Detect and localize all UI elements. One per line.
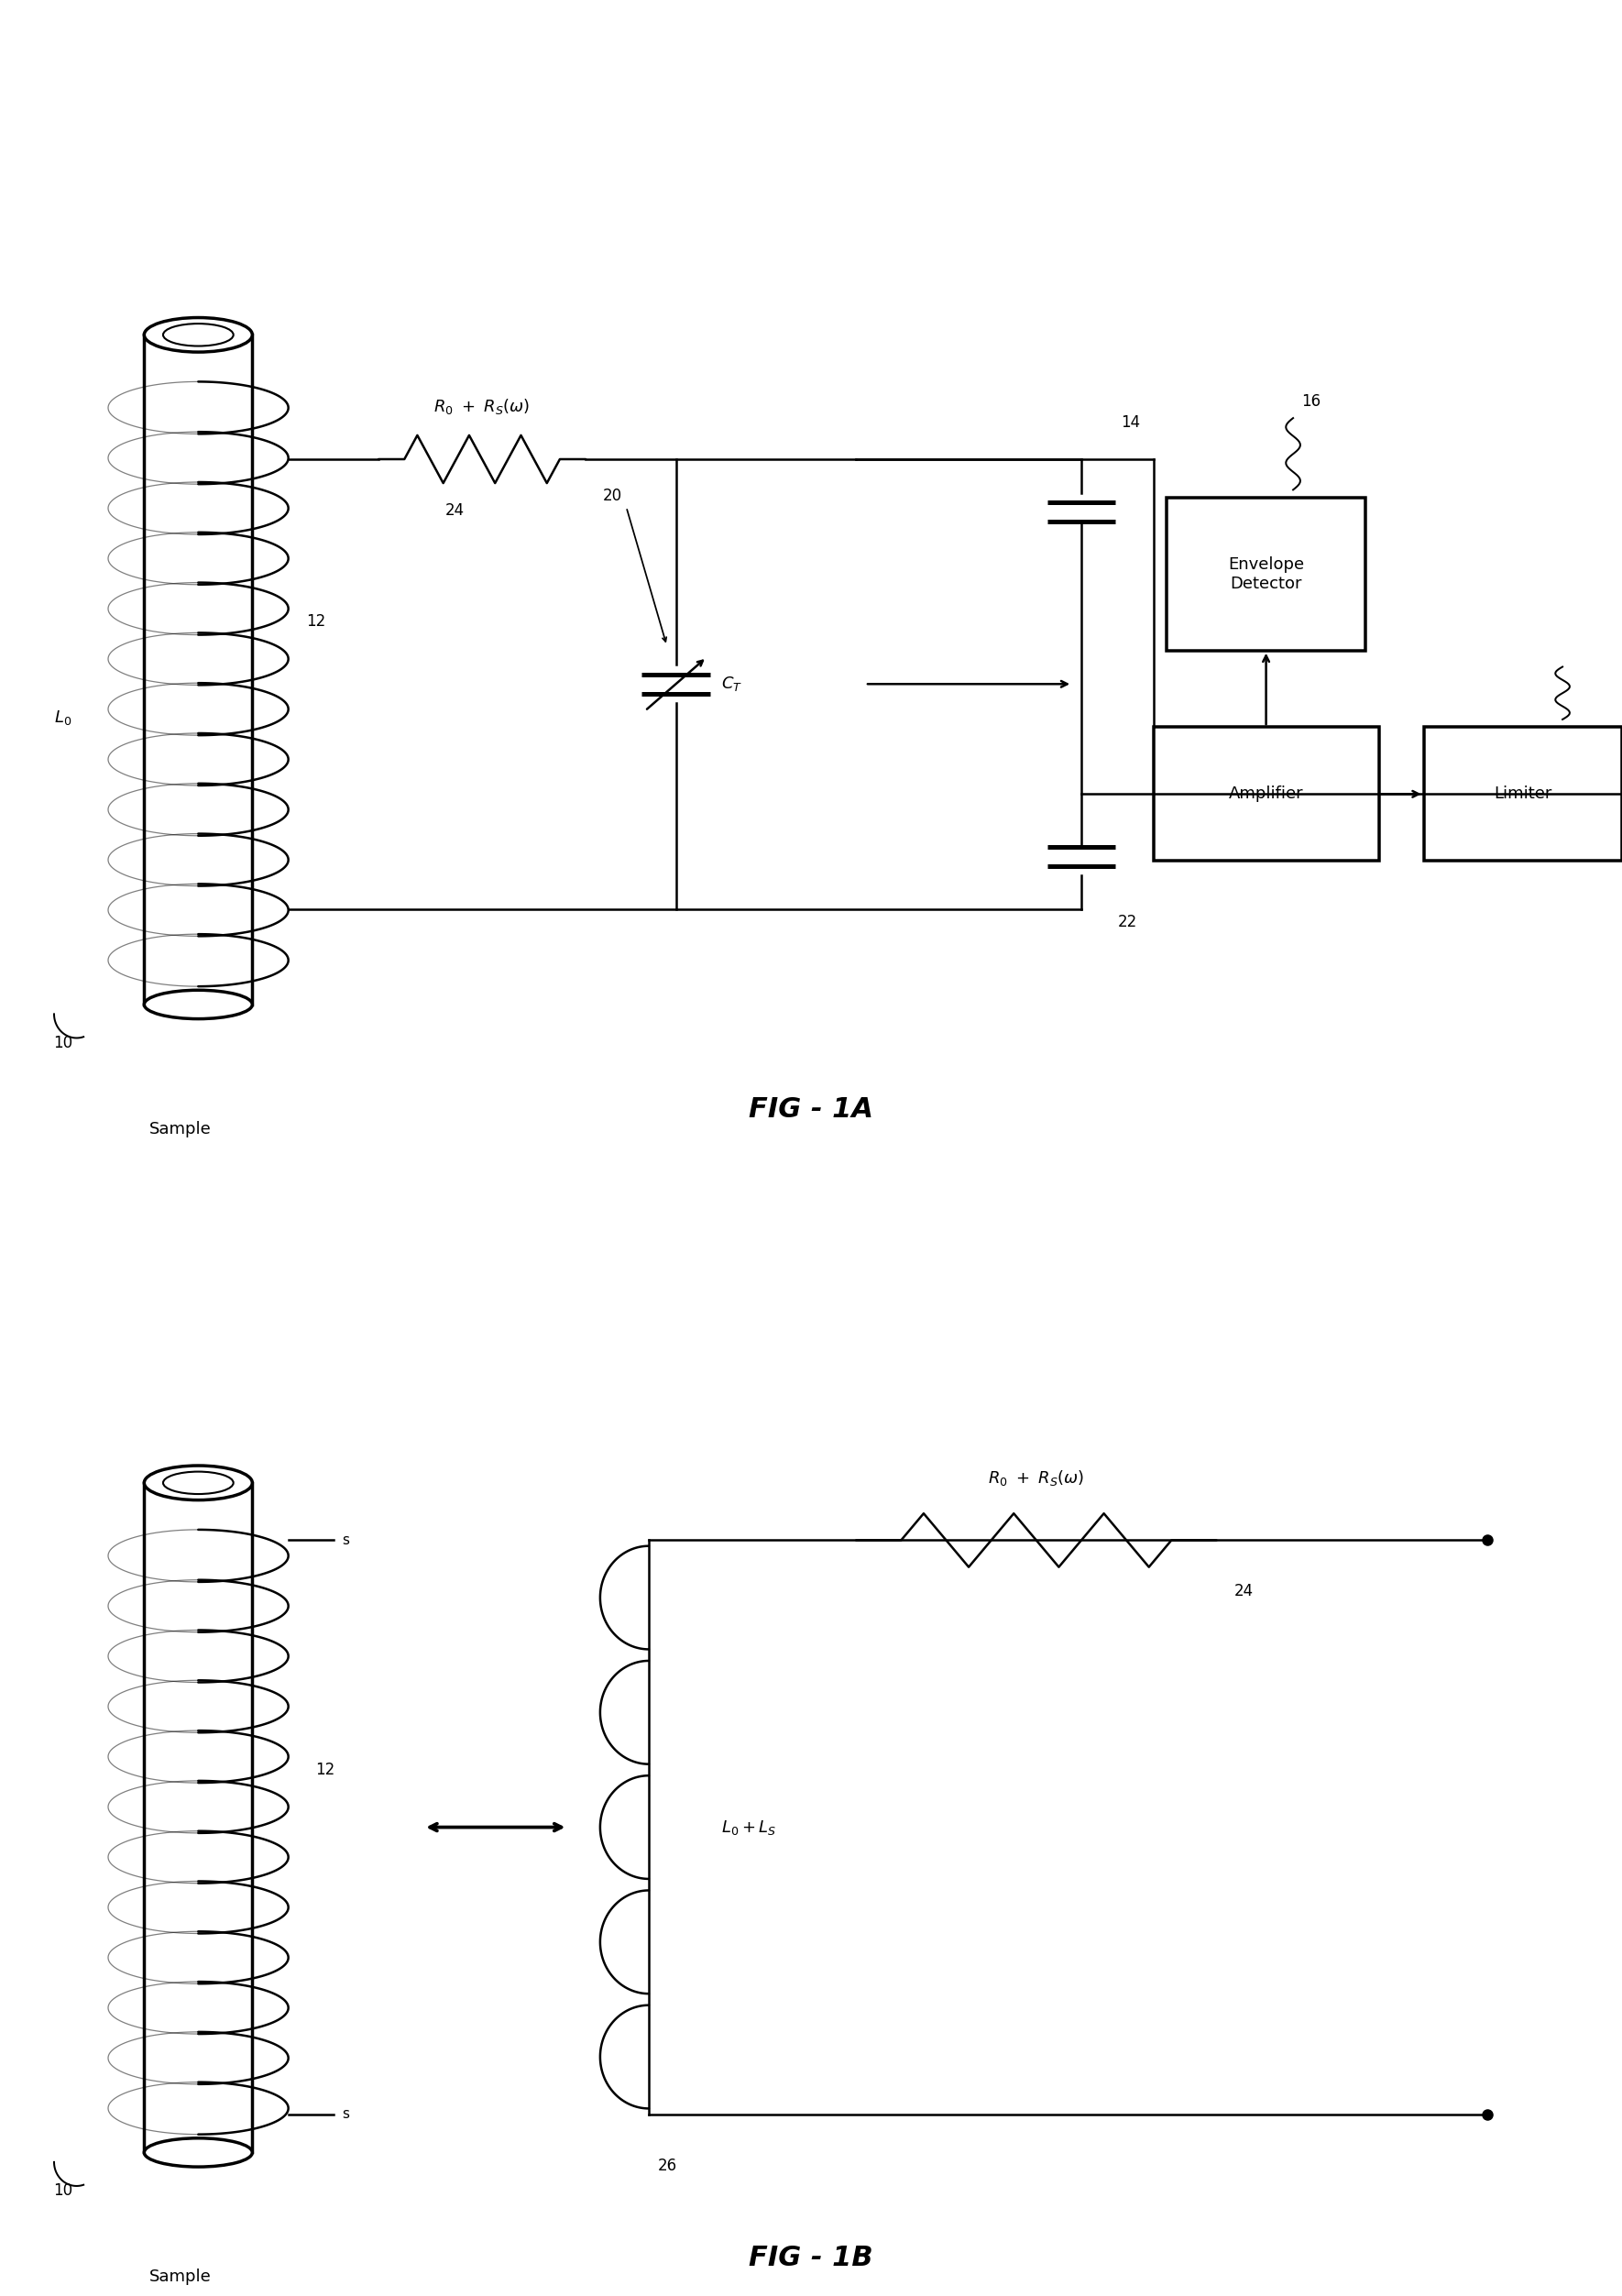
Text: 20: 20 [603,489,623,505]
Ellipse shape [144,2138,253,2167]
Ellipse shape [144,317,253,351]
Text: 14: 14 [1121,413,1140,432]
Text: 10: 10 [54,2183,73,2200]
Text: $L_0 + L_S$: $L_0 + L_S$ [720,1818,775,1837]
Text: FIG - 1A: FIG - 1A [749,1097,873,1123]
Text: 24: 24 [1234,1584,1254,1600]
Text: $R_0\ +\ R_S(\omega)$: $R_0\ +\ R_S(\omega)$ [988,1469,1085,1488]
Bar [1166,498,1366,650]
Text: $C_T$: $C_T$ [720,675,741,693]
Bar [144,335,253,1006]
Text: 10: 10 [54,1035,73,1052]
Text: 16: 16 [1301,393,1320,411]
Ellipse shape [144,990,253,1019]
Bar [1424,728,1622,861]
Ellipse shape [144,1465,253,1499]
Text: 12: 12 [315,1761,334,1777]
Bar [144,1483,253,2154]
Text: 22: 22 [1118,914,1137,930]
Text: s: s [342,2108,350,2122]
Bar [1153,728,1379,861]
Text: 24: 24 [446,503,466,519]
Text: $R_0\ +\ R_S(\omega)$: $R_0\ +\ R_S(\omega)$ [433,397,530,416]
Text: s: s [342,1534,350,1548]
Text: 12: 12 [307,613,326,629]
Text: Sample: Sample [149,1120,211,1137]
Text: Limiter: Limiter [1494,785,1552,801]
Text: 26: 26 [659,2158,676,2174]
Text: $L_0$: $L_0$ [55,709,71,726]
Text: Sample: Sample [149,2268,211,2285]
Text: Envelope
Detector: Envelope Detector [1228,556,1304,592]
Text: FIG - 1B: FIG - 1B [749,2245,873,2271]
Text: Amplifier: Amplifier [1228,785,1304,801]
